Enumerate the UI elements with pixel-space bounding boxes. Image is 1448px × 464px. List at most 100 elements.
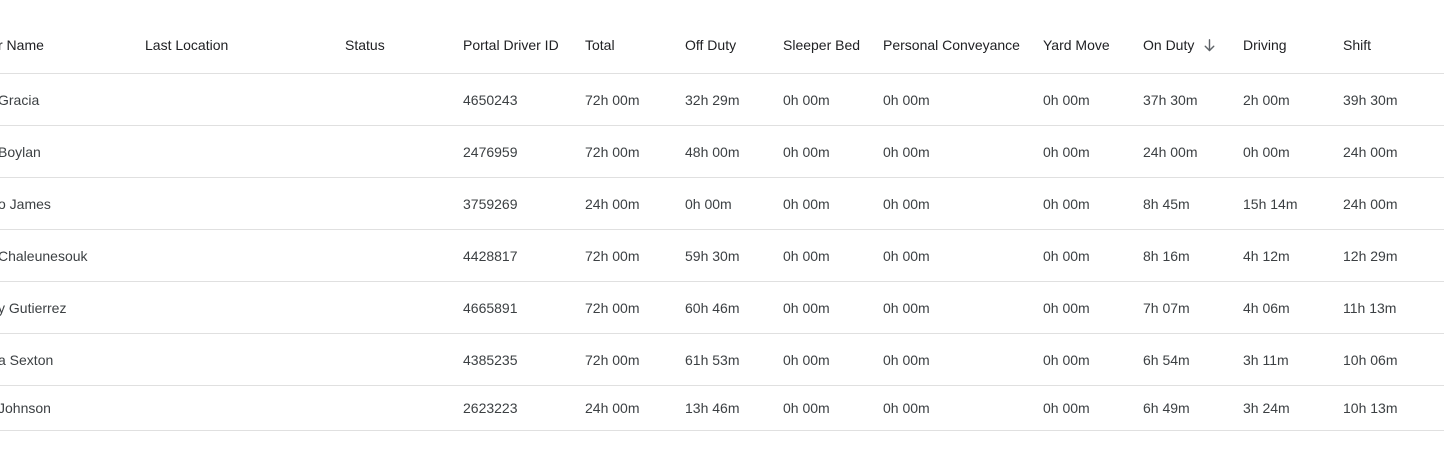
- cell-name: Johnson: [0, 400, 51, 416]
- table-header-row: r Name Last Location Status Portal Drive…: [0, 0, 1444, 74]
- cell-shift: 10h 13m: [1343, 400, 1398, 416]
- table-row[interactable]: Johnson 2623223 24h 00m 13h 46m 0h 00m 0…: [0, 386, 1444, 431]
- column-header-sleeper-bed-label: Sleeper Bed: [783, 37, 861, 53]
- column-header-status-label: Status: [345, 37, 385, 53]
- cell-sleeper-bed: 0h 00m: [783, 351, 830, 368]
- cell-name: a Sexton: [0, 351, 54, 368]
- cell-on-duty: 7h 07m: [1143, 299, 1190, 316]
- cell-driving: 4h 06m: [1243, 299, 1290, 316]
- cell-portal-driver-id: 2623223: [463, 400, 518, 416]
- column-header-total[interactable]: Total: [585, 37, 685, 53]
- cell-yard-move: 0h 00m: [1043, 351, 1090, 368]
- cell-on-duty: 24h 00m: [1143, 143, 1198, 160]
- cell-portal-driver-id: 3759269: [463, 195, 518, 212]
- cell-portal-driver-id: 4650243: [463, 91, 518, 108]
- cell-sleeper-bed: 0h 00m: [783, 91, 830, 108]
- cell-off-duty: 32h 29m: [685, 91, 740, 108]
- cell-portal-driver-id: 2476959: [463, 143, 518, 160]
- cell-sleeper-bed: 0h 00m: [783, 195, 830, 212]
- cell-portal-driver-id: 4665891: [463, 299, 518, 316]
- cell-driving: 3h 24m: [1243, 400, 1290, 416]
- cell-name: Boylan: [0, 143, 41, 160]
- cell-total: 72h 00m: [585, 351, 640, 368]
- cell-off-duty: 48h 00m: [685, 143, 740, 160]
- cell-personal-conveyance: 0h 00m: [883, 400, 930, 416]
- cell-driving: 3h 11m: [1243, 351, 1289, 368]
- column-header-total-label: Total: [585, 37, 615, 53]
- cell-sleeper-bed: 0h 00m: [783, 400, 830, 416]
- cell-on-duty: 6h 54m: [1143, 351, 1190, 368]
- table-row[interactable]: a Sexton 4385235 72h 00m 61h 53m 0h 00m …: [0, 334, 1444, 386]
- cell-name: o James: [0, 195, 51, 212]
- cell-sleeper-bed: 0h 00m: [783, 299, 830, 316]
- cell-off-duty: 59h 30m: [685, 247, 740, 264]
- cell-personal-conveyance: 0h 00m: [883, 247, 930, 264]
- cell-total: 72h 00m: [585, 299, 640, 316]
- cell-on-duty: 6h 49m: [1143, 400, 1190, 416]
- cell-shift: 11h 13m: [1343, 299, 1397, 316]
- cell-name: y Gutierrez: [0, 299, 67, 316]
- column-header-driving[interactable]: Driving: [1243, 37, 1343, 53]
- cell-shift: 24h 00m: [1343, 143, 1398, 160]
- table-row[interactable]: Boylan 2476959 72h 00m 48h 00m 0h 00m 0h…: [0, 126, 1444, 178]
- column-header-off-duty-label: Off Duty: [685, 37, 737, 53]
- cell-on-duty: 8h 16m: [1143, 247, 1190, 264]
- column-header-personal-conveyance[interactable]: Personal Conveyance: [883, 37, 1043, 53]
- column-header-portal-driver-id[interactable]: Portal Driver ID: [463, 37, 585, 53]
- column-header-on-duty[interactable]: On Duty: [1143, 37, 1243, 54]
- column-header-name[interactable]: r Name: [0, 37, 145, 53]
- table-row[interactable]: Gracia 4650243 72h 00m 32h 29m 0h 00m 0h…: [0, 74, 1444, 126]
- cell-name: Gracia: [0, 91, 40, 108]
- cell-portal-driver-id: 4385235: [463, 351, 518, 368]
- cell-on-duty: 37h 30m: [1143, 91, 1198, 108]
- cell-off-duty: 0h 00m: [685, 195, 732, 212]
- cell-driving: 2h 00m: [1243, 91, 1290, 108]
- cell-on-duty: 8h 45m: [1143, 195, 1190, 212]
- column-header-yard-move-label: Yard Move: [1043, 37, 1110, 53]
- cell-personal-conveyance: 0h 00m: [883, 195, 930, 212]
- cell-off-duty: 61h 53m: [685, 351, 740, 368]
- cell-yard-move: 0h 00m: [1043, 195, 1090, 212]
- column-header-shift[interactable]: Shift: [1343, 37, 1444, 53]
- arrow-down-icon: [1201, 37, 1218, 54]
- cell-personal-conveyance: 0h 00m: [883, 143, 930, 160]
- table-row[interactable]: Chaleunesouk 4428817 72h 00m 59h 30m 0h …: [0, 230, 1444, 282]
- column-header-driving-label: Driving: [1243, 37, 1287, 53]
- cell-shift: 24h 00m: [1343, 195, 1398, 212]
- cell-personal-conveyance: 0h 00m: [883, 299, 930, 316]
- cell-shift: 39h 30m: [1343, 91, 1398, 108]
- column-header-last-location-label: Last Location: [145, 37, 229, 53]
- column-header-sleeper-bed[interactable]: Sleeper Bed: [783, 37, 883, 53]
- column-header-on-duty-label: On Duty: [1143, 37, 1195, 53]
- cell-yard-move: 0h 00m: [1043, 299, 1090, 316]
- column-header-status[interactable]: Status: [345, 37, 463, 53]
- cell-shift: 12h 29m: [1343, 247, 1398, 264]
- table-row[interactable]: o James 3759269 24h 00m 0h 00m 0h 00m 0h…: [0, 178, 1444, 230]
- cell-driving: 4h 12m: [1243, 247, 1290, 264]
- column-header-off-duty[interactable]: Off Duty: [685, 37, 783, 53]
- cell-sleeper-bed: 0h 00m: [783, 247, 830, 264]
- cell-total: 72h 00m: [585, 91, 640, 108]
- cell-total: 72h 00m: [585, 247, 640, 264]
- cell-portal-driver-id: 4428817: [463, 247, 518, 264]
- table-body: Gracia 4650243 72h 00m 32h 29m 0h 00m 0h…: [0, 74, 1444, 431]
- column-header-last-location[interactable]: Last Location: [145, 37, 345, 53]
- column-header-shift-label: Shift: [1343, 37, 1372, 53]
- cell-off-duty: 60h 46m: [685, 299, 740, 316]
- cell-total: 72h 00m: [585, 143, 640, 160]
- cell-total: 24h 00m: [585, 195, 640, 212]
- cell-yard-move: 0h 00m: [1043, 247, 1090, 264]
- cell-driving: 0h 00m: [1243, 143, 1290, 160]
- cell-total: 24h 00m: [585, 400, 640, 416]
- column-header-name-label: r Name: [0, 37, 44, 53]
- cell-name: Chaleunesouk: [0, 247, 88, 264]
- column-header-yard-move[interactable]: Yard Move: [1043, 37, 1143, 53]
- column-header-personal-conveyance-label: Personal Conveyance: [883, 37, 1020, 53]
- cell-yard-move: 0h 00m: [1043, 400, 1090, 416]
- cell-shift: 10h 06m: [1343, 351, 1398, 368]
- cell-personal-conveyance: 0h 00m: [883, 351, 930, 368]
- cell-yard-move: 0h 00m: [1043, 91, 1090, 108]
- column-header-portal-driver-id-label: Portal Driver ID: [463, 37, 559, 53]
- table-row[interactable]: y Gutierrez 4665891 72h 00m 60h 46m 0h 0…: [0, 282, 1444, 334]
